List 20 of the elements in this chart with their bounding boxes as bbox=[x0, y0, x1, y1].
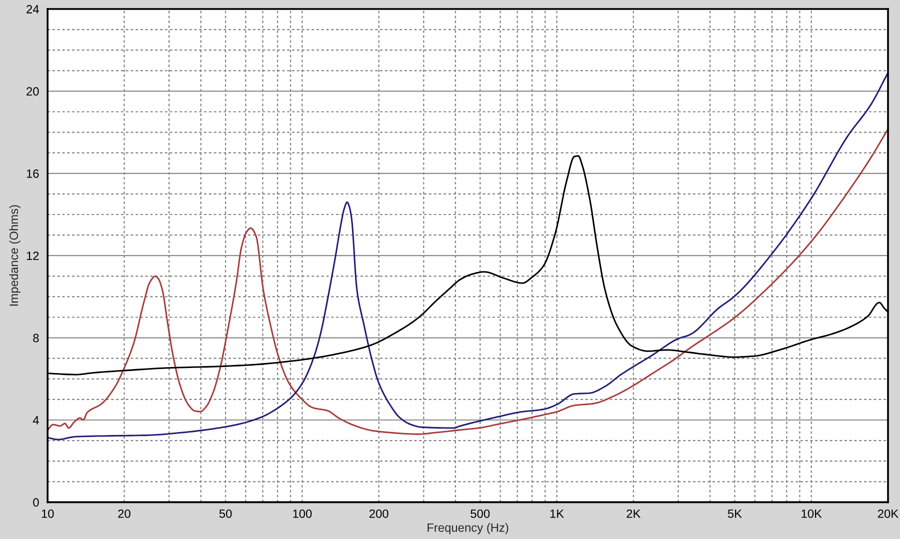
x-tick-label: 20K bbox=[878, 509, 898, 518]
x-tick-label: 20 bbox=[118, 509, 130, 518]
x-tick-label: 500 bbox=[470, 509, 490, 518]
x-tick-label: 10K bbox=[802, 509, 822, 518]
x-tick-label: 10 bbox=[42, 509, 54, 518]
x-tick-label: 5K bbox=[728, 510, 742, 518]
y-tick-label: 8 bbox=[33, 334, 39, 342]
x-tick-label: 1K bbox=[550, 510, 564, 518]
y-tick-label: 4 bbox=[32, 416, 39, 424]
y-tick-label: 20 bbox=[26, 87, 39, 96]
y-tick-label: 16 bbox=[26, 169, 39, 178]
x-axis-title: Frequency (Hz) bbox=[428, 523, 508, 534]
y-tick-label: 24 bbox=[26, 4, 39, 14]
y-tick-label: 0 bbox=[33, 498, 39, 507]
y-axis-title: Impedance (Ohms) bbox=[9, 205, 20, 306]
x-tick-label: 200 bbox=[369, 509, 388, 518]
x-tick-label: 2K bbox=[626, 509, 641, 518]
x-tick-label: 50 bbox=[219, 509, 232, 518]
x-tick-label: 100 bbox=[293, 509, 312, 518]
y-tick-label: 12 bbox=[26, 252, 39, 260]
